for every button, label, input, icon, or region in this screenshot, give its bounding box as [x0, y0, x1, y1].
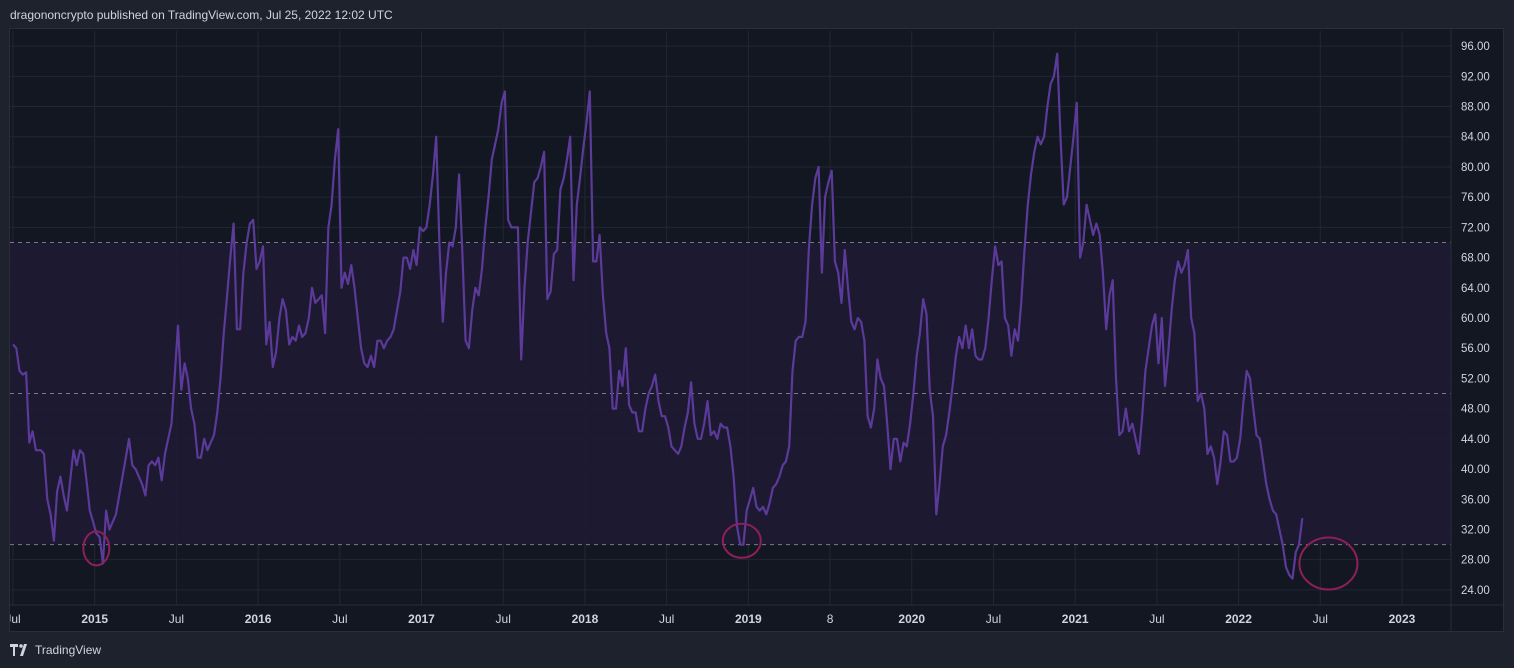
- y-tick-label: 84.00: [1461, 132, 1490, 144]
- x-tick-label: Jul: [332, 612, 347, 626]
- rsi-chart[interactable]: 96.00 92.00 88.00 84.00 80.00 76.00 72.00 68.00…: [10, 29, 1505, 633]
- level-lines: [10, 241, 1451, 546]
- footer: TradingView: [10, 643, 101, 657]
- y-tick-label: 52.00: [1461, 373, 1490, 385]
- highlight-circle: [82, 530, 111, 567]
- x-tick-label: 2022: [1225, 612, 1252, 626]
- x-tick-label: 2016: [245, 612, 272, 626]
- y-tick-label: 68.00: [1461, 253, 1490, 265]
- y-tick-label: 64.00: [1461, 283, 1490, 295]
- x-tick-label: 8: [827, 612, 834, 626]
- x-tick-label: Jul: [1313, 612, 1328, 626]
- x-tick-label: Jul: [10, 612, 21, 626]
- y-tick-label: 24.00: [1461, 585, 1490, 597]
- rsi-line: [12, 52, 1304, 580]
- y-tick-label: 92.00: [1461, 71, 1490, 83]
- y-tick-label: 40.00: [1461, 464, 1490, 476]
- publisher-line: dragononcrypto published on TradingView.…: [10, 8, 393, 22]
- x-tick-label: Jul: [169, 612, 184, 626]
- tradingview-logo-icon: [10, 644, 27, 656]
- highlight-circles: [82, 522, 1359, 591]
- y-tick-label: 28.00: [1461, 555, 1490, 567]
- x-tick-label: 2021: [1062, 612, 1089, 626]
- y-tick-label: 48.00: [1461, 404, 1490, 416]
- x-tick-label: 2020: [898, 612, 925, 626]
- x-tick-label: 2015: [81, 612, 108, 626]
- tradingview-brand: TradingView: [35, 643, 102, 657]
- y-tick-label: 80.00: [1461, 162, 1490, 174]
- y-tick-label: 72.00: [1461, 222, 1490, 234]
- x-tick-label: 2017: [408, 612, 435, 626]
- y-tick-label: 96.00: [1461, 41, 1490, 53]
- x-tick-label: 2019: [735, 612, 762, 626]
- x-tick-label: Jul: [986, 612, 1001, 626]
- x-tick-label: 2023: [1389, 612, 1416, 626]
- y-tick-label: 76.00: [1461, 192, 1490, 204]
- x-tick-label: Jul: [659, 612, 674, 626]
- y-tick-label: 36.00: [1461, 494, 1490, 506]
- y-tick-label: 44.00: [1461, 434, 1490, 446]
- highlight-circle: [1298, 536, 1359, 591]
- y-tick-label: 88.00: [1461, 102, 1490, 114]
- price-axis: 96.00 92.00 88.00 84.00 80.00 76.00 72.00 68.00…: [1461, 41, 1490, 597]
- y-tick-label: 56.00: [1461, 343, 1490, 355]
- y-tick-label: 60.00: [1461, 313, 1490, 325]
- x-tick-label: 2018: [572, 612, 599, 626]
- highlight-circle: [721, 522, 762, 559]
- x-tick-label: Jul: [1149, 612, 1164, 626]
- chart-panel[interactable]: 96.00 92.00 88.00 84.00 80.00 76.00 72.00 68.00…: [9, 28, 1505, 633]
- time-axis: Jul 2015 Jul 2016 Jul 2017 Jul 2018 Jul 2019 8 2020…: [10, 612, 1416, 626]
- y-tick-label: 32.00: [1461, 524, 1490, 536]
- x-tick-label: Jul: [496, 612, 511, 626]
